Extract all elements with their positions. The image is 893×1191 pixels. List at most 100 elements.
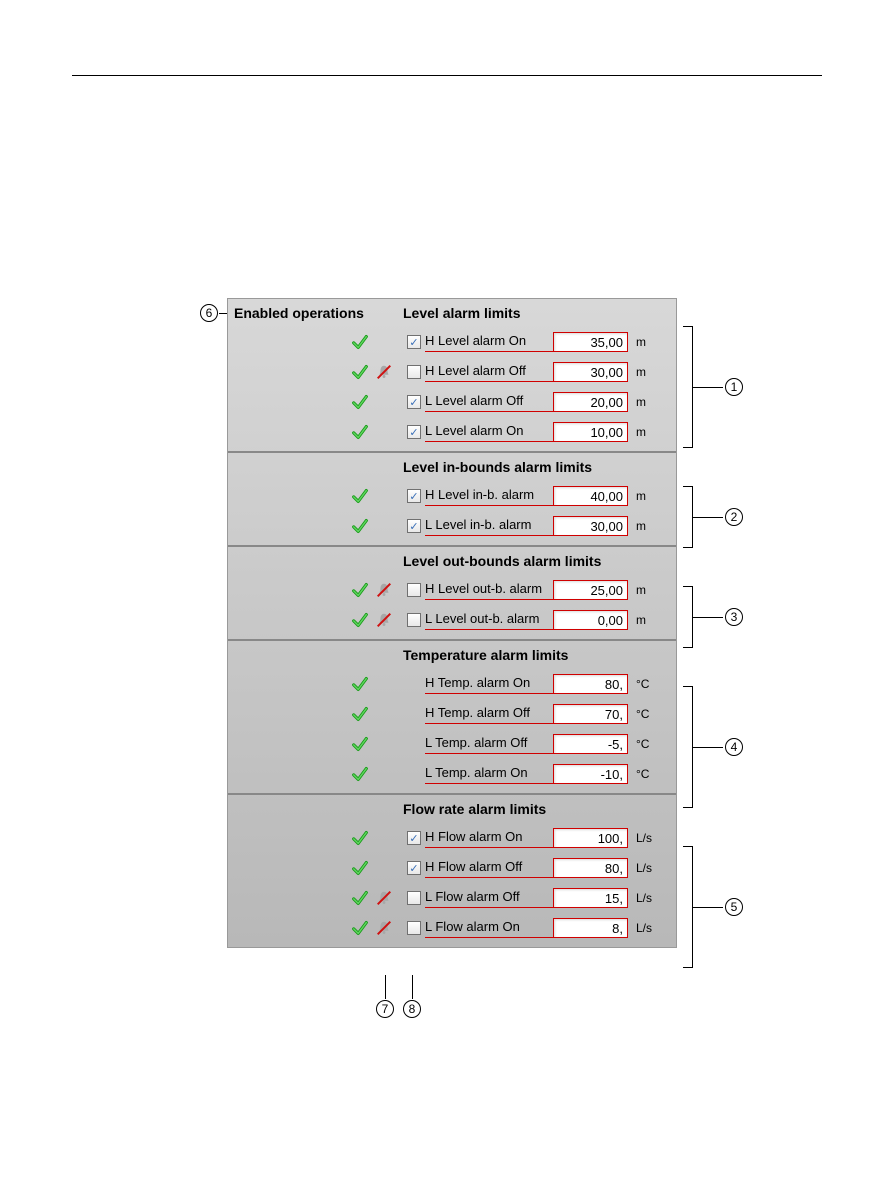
- alarm-label: L Temp. alarm Off: [425, 734, 553, 754]
- bracket-2: [683, 486, 693, 548]
- callout-4: 4: [725, 738, 743, 756]
- alarm-enable-checkbox[interactable]: ✓: [407, 335, 421, 349]
- alarm-row: ✓ H Level in-b. alarm m: [228, 481, 676, 511]
- alarm-value-input[interactable]: [553, 674, 628, 694]
- alarm-row: ✓H Level alarm Onm: [228, 327, 676, 357]
- alarm-unit: m: [633, 365, 663, 379]
- alarm-value-input[interactable]: [553, 828, 628, 848]
- lead-3: [693, 617, 723, 618]
- row-status-icons: [228, 333, 403, 351]
- alarm-row: L Level out-b. alarmm: [228, 605, 676, 635]
- alarm-label: H Temp. alarm On: [425, 674, 553, 694]
- alarm-unit: m: [633, 583, 663, 597]
- row-checkbox-cell: ✓: [403, 519, 425, 533]
- alarm-value-cell: [553, 704, 633, 724]
- alarm-row: ✓H Flow alarm OffL/s: [228, 853, 676, 883]
- callout-1: 1: [725, 378, 743, 396]
- alarm-value-input[interactable]: [553, 888, 628, 908]
- alarm-value-input[interactable]: [553, 580, 628, 600]
- alarm-enable-checkbox[interactable]: [407, 613, 421, 627]
- check-icon: [351, 919, 369, 937]
- alarm-label: L Level in-b. alarm: [425, 516, 553, 536]
- row-status-icons: [228, 829, 403, 847]
- check-icon: [351, 487, 369, 505]
- check-icon: [351, 765, 369, 783]
- alarm-value-cell: [553, 764, 633, 784]
- row-status-icons: [228, 611, 403, 629]
- row-checkbox-cell: ✓: [403, 335, 425, 349]
- alarm-label: H Level in-b. alarm: [425, 486, 553, 506]
- check-icon: [351, 675, 369, 693]
- alarm-value-input[interactable]: [553, 858, 628, 878]
- alarm-value-input[interactable]: [553, 392, 628, 412]
- alarm-value-input[interactable]: [553, 764, 628, 784]
- check-icon: [351, 393, 369, 411]
- callout-7: 7: [376, 1000, 394, 1018]
- alarm-row: H Level alarm Off m: [228, 357, 676, 387]
- alarm-value-input[interactable]: [553, 610, 628, 630]
- section-level-outbounds: Level out-bounds alarm limits H Level ou…: [228, 547, 676, 641]
- row-status-icons: [228, 735, 403, 753]
- alarm-unit: °C: [633, 707, 663, 721]
- alarm-row: L Temp. alarm On°C: [228, 759, 676, 789]
- alarm-unit: m: [633, 519, 663, 533]
- alarm-value-input[interactable]: [553, 422, 628, 442]
- bell-strike-icon: [375, 919, 393, 937]
- section-title-2: Level out-bounds alarm limits: [403, 553, 676, 569]
- alarm-enable-checkbox[interactable]: ✓: [407, 831, 421, 845]
- alarm-row: ✓L Level alarm Offm: [228, 387, 676, 417]
- row-checkbox-cell: [403, 583, 425, 597]
- check-icon: [351, 363, 369, 381]
- check-icon: [351, 581, 369, 599]
- alarm-row: H Temp. alarm Off°C: [228, 699, 676, 729]
- check-icon: [351, 859, 369, 877]
- check-icon: [351, 829, 369, 847]
- alarm-unit: m: [633, 335, 663, 349]
- callout-6-badge: 6: [200, 304, 218, 322]
- alarm-enable-checkbox[interactable]: [407, 921, 421, 935]
- row-checkbox-cell: ✓: [403, 861, 425, 875]
- alarm-value-cell: [553, 674, 633, 694]
- alarm-label: H Flow alarm On: [425, 828, 553, 848]
- alarm-value-input[interactable]: [553, 704, 628, 724]
- section-flowrate: Flow rate alarm limits ✓H Flow alarm OnL…: [228, 795, 676, 947]
- alarm-value-input[interactable]: [553, 918, 628, 938]
- bell-strike-icon: [375, 581, 393, 599]
- section-level-alarm: Enabled operations Level alarm limits ✓H…: [228, 299, 676, 453]
- alarm-label: L Flow alarm On: [425, 918, 553, 938]
- alarm-value-cell: [553, 332, 633, 352]
- alarm-enable-checkbox[interactable]: ✓: [407, 395, 421, 409]
- alarm-enable-checkbox[interactable]: ✓: [407, 489, 421, 503]
- alarm-label: L Flow alarm Off: [425, 888, 553, 908]
- alarm-unit: L/s: [633, 831, 663, 845]
- alarm-value-input[interactable]: [553, 362, 628, 382]
- row-status-icons: [228, 705, 403, 723]
- row-status-icons: [228, 765, 403, 783]
- bracket-5: [683, 846, 693, 968]
- alarm-enable-checkbox[interactable]: [407, 365, 421, 379]
- alarm-enable-checkbox[interactable]: ✓: [407, 861, 421, 875]
- callout-8: 8: [403, 1000, 421, 1018]
- alarm-settings-panel: Enabled operations Level alarm limits ✓H…: [227, 298, 677, 948]
- check-icon: [351, 889, 369, 907]
- alarm-enable-checkbox[interactable]: ✓: [407, 425, 421, 439]
- alarm-unit: °C: [633, 767, 663, 781]
- row-status-icons: [228, 423, 403, 441]
- alarm-enable-checkbox[interactable]: [407, 583, 421, 597]
- alarm-value-input[interactable]: [553, 734, 628, 754]
- alarm-row: ✓L Level alarm Onm: [228, 417, 676, 447]
- alarm-value-cell: [553, 580, 633, 600]
- row-checkbox-cell: [403, 891, 425, 905]
- alarm-value-input[interactable]: [553, 486, 628, 506]
- alarm-value-input[interactable]: [553, 332, 628, 352]
- lead-7: [385, 975, 386, 999]
- alarm-value-cell: [553, 888, 633, 908]
- lead-2: [693, 517, 723, 518]
- alarm-unit: L/s: [633, 891, 663, 905]
- row-status-icons: [228, 517, 403, 535]
- alarm-value-input[interactable]: [553, 516, 628, 536]
- alarm-label: H Level alarm Off: [425, 362, 553, 382]
- alarm-enable-checkbox[interactable]: [407, 891, 421, 905]
- alarm-unit: m: [633, 489, 663, 503]
- alarm-enable-checkbox[interactable]: ✓: [407, 519, 421, 533]
